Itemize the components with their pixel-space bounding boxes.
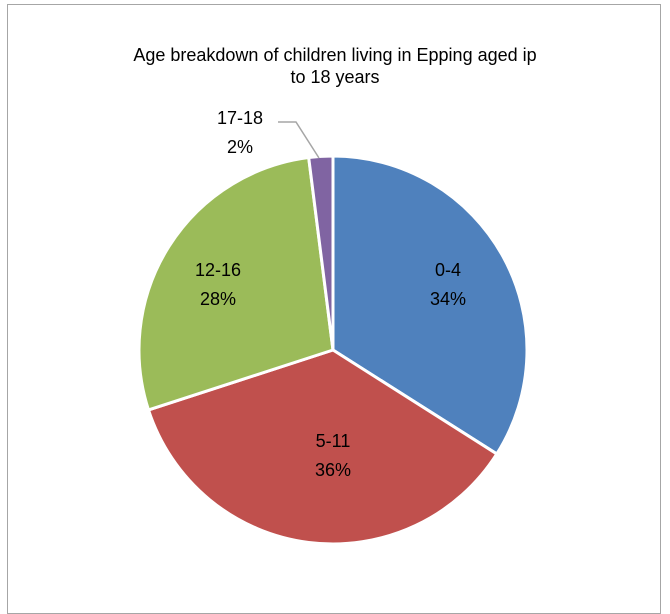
slice-label-category-0-4: 0-4 — [435, 260, 461, 280]
chart-title-line-2: to 18 years — [290, 67, 380, 87]
slice-label-category-5-11: 5-11 — [316, 431, 351, 451]
pie-slices — [137, 154, 529, 546]
slice-label-percent-12-16: 28% — [200, 289, 236, 309]
chart-title: Age breakdown of children living in Eppi… — [0, 44, 670, 88]
chart-title-line-1: Age breakdown of children living in Eppi… — [133, 45, 537, 65]
slice-label-percent-5-11: 36% — [315, 460, 351, 480]
slice-label-category-17-18: 17-18 — [217, 108, 263, 128]
pie-slice-5-11 — [146, 348, 499, 546]
leader-line-17-18 — [278, 121, 320, 159]
slice-label-category-12-16: 12-16 — [195, 260, 241, 280]
pie-slice-17-18 — [307, 154, 335, 352]
pie-labels: 0-4 34% 5-11 36% 12-16 28% 17-18 2% — [195, 108, 466, 480]
slice-label-percent-0-4: 34% — [430, 289, 466, 309]
slice-label-percent-17-18: 2% — [227, 137, 253, 157]
pie-slice-12-16 — [137, 156, 335, 412]
